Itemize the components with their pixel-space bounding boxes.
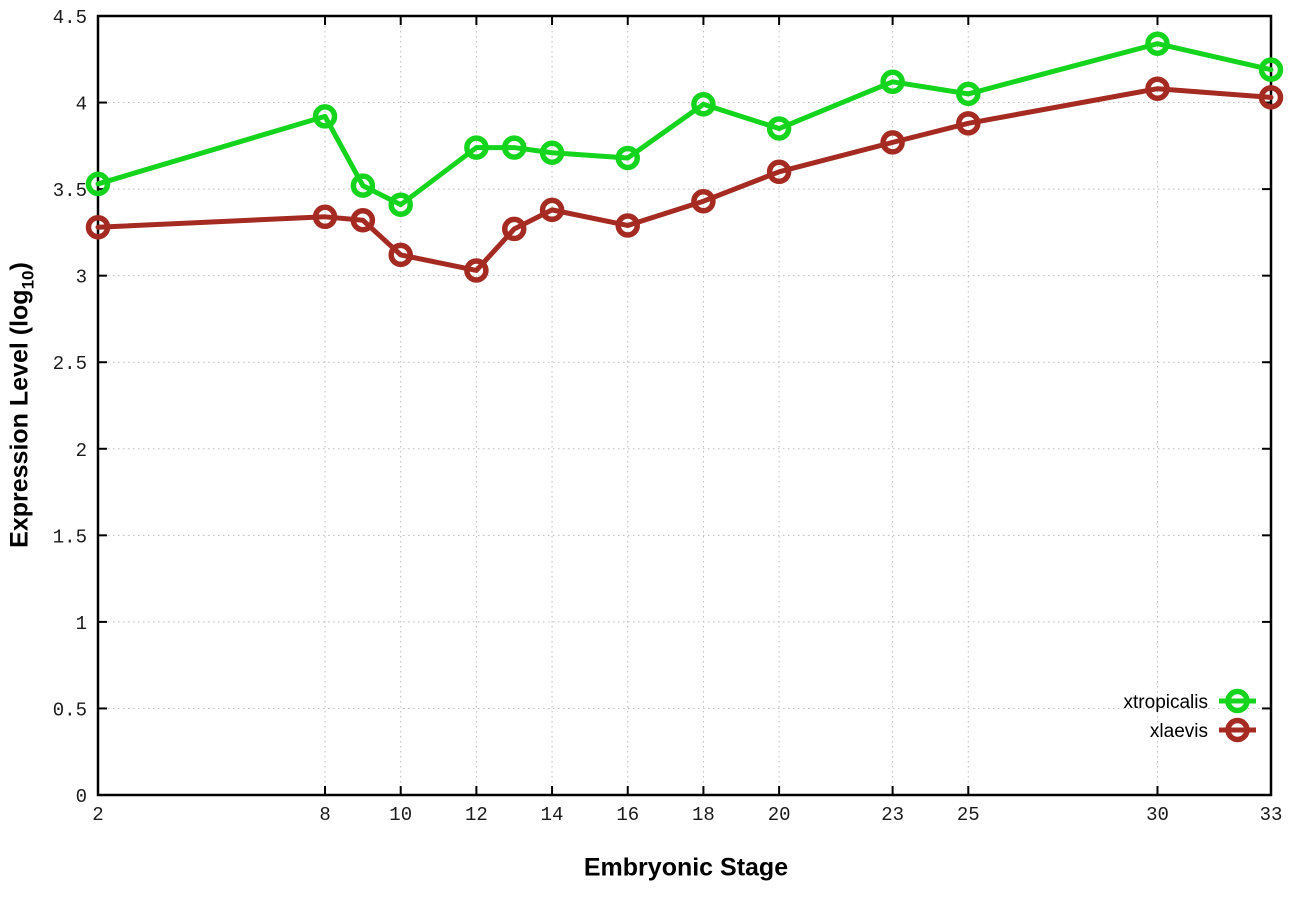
y-axis-title-text: Expression Level (log: [5, 289, 34, 548]
x-tick-label-2: 2: [92, 804, 103, 826]
y-tick-label-3.5: 3.5: [53, 180, 87, 202]
data-point-xtropicalis-stage-18: [691, 92, 716, 117]
y-tick-label-3: 3: [76, 267, 87, 289]
y-axis-title-subscript: 10: [18, 270, 38, 290]
data-point-xtropicalis-stage-25: [956, 81, 981, 107]
data-point-xlaevis-stage-20: [766, 159, 792, 185]
data-point-xtropicalis-stage-10: [388, 192, 413, 217]
x-tick-label-33: 33: [1260, 804, 1283, 826]
data-point-xlaevis-stage-16: [615, 213, 640, 238]
x-tick-label-23: 23: [881, 804, 904, 826]
x-tick-label-8: 8: [319, 804, 330, 826]
data-point-xtropicalis-stage-16: [615, 145, 640, 171]
data-point-xtropicalis-stage-33: [1258, 57, 1284, 82]
data-point-xlaevis-stage-23: [880, 130, 905, 155]
plot-border: [96, 14, 1273, 797]
legend-sample-marker-xlaevis: [1225, 717, 1250, 743]
data-point-xtropicalis-stage-23: [880, 69, 905, 95]
y-axis-title: Expression Level (log10): [6, 262, 39, 548]
data-point-xtropicalis-stage-8: [312, 104, 338, 129]
data-point-xtropicalis-stage-20: [766, 116, 792, 141]
y-tick-label-0.5: 0.5: [53, 699, 87, 721]
x-tick-label-14: 14: [541, 804, 564, 826]
data-point-xlaevis-stage-9: [350, 208, 376, 233]
legend-item-xlaevis: xlaevis: [1150, 717, 1256, 743]
y-tick-label-4: 4: [76, 94, 87, 116]
x-tick-label-16: 16: [616, 804, 639, 826]
data-point-xtropicalis-stage-13: [501, 135, 527, 160]
data-point-xtropicalis-stage-9: [350, 173, 376, 198]
y-tick-label-1.5: 1.5: [53, 526, 87, 548]
data-point-xlaevis-stage-30: [1145, 76, 1170, 101]
x-tick-label-18: 18: [692, 804, 715, 826]
y-tick-label-4.5: 4.5: [53, 7, 87, 29]
data-point-xlaevis-stage-10: [388, 242, 413, 268]
x-tick-label-25: 25: [957, 804, 980, 826]
data-point-xlaevis-stage-12: [464, 258, 489, 283]
data-point-xlaevis-stage-14: [539, 197, 565, 223]
data-point-xlaevis-stage-8: [312, 204, 338, 230]
legend-label-xtropicalis: xtropicalis: [1124, 692, 1208, 713]
data-point-xlaevis-stage-18: [691, 188, 716, 214]
x-axis-title: Embryonic Stage: [583, 853, 789, 882]
y-axis-title-suffix: ): [5, 262, 34, 271]
x-tick-label-30: 30: [1146, 804, 1169, 826]
data-point-xlaevis-stage-13: [501, 216, 527, 242]
data-point-xtropicalis-stage-12: [464, 135, 489, 160]
y-tick-label-2.5: 2.5: [53, 353, 87, 375]
y-tick-label-1: 1: [76, 613, 87, 635]
legend-item-xtropicalis: xtropicalis: [1124, 688, 1256, 714]
data-point-xtropicalis-stage-2: [85, 171, 111, 197]
x-tick-label-10: 10: [389, 804, 412, 826]
data-point-xlaevis-stage-25: [956, 111, 981, 136]
series-line-xtropicalis: [95, 41, 1274, 208]
data-point-xtropicalis-stage-30: [1145, 31, 1170, 56]
data-point-xlaevis-stage-33: [1258, 85, 1284, 110]
legend-label-xlaevis: xlaevis: [1150, 721, 1208, 742]
x-tick-label-20: 20: [768, 804, 791, 826]
data-point-xtropicalis-stage-14: [539, 140, 565, 166]
legend-sample-marker-xtropicalis: [1225, 688, 1250, 714]
x-tick-label-12: 12: [465, 804, 488, 826]
y-tick-label-0: 0: [76, 786, 87, 808]
y-tick-label-2: 2: [76, 440, 87, 462]
data-point-xlaevis-stage-2: [85, 214, 111, 240]
